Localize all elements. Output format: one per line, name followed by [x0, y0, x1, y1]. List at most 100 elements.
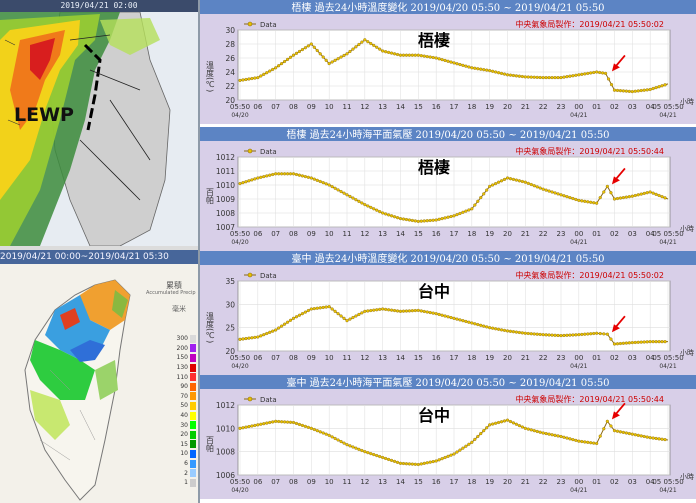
- data-point: [244, 425, 248, 429]
- rainfall-scale-row: 110: [174, 372, 198, 382]
- data-point: [259, 175, 263, 179]
- data-point: [612, 429, 617, 433]
- data-point: [366, 451, 370, 455]
- rainfall-scale-swatch: [190, 478, 196, 487]
- data-point: [363, 309, 367, 313]
- x-tick-label: 18: [467, 103, 476, 111]
- rainfall-scale-row: 1: [174, 478, 198, 488]
- data-point: [485, 325, 489, 329]
- data-point: [360, 201, 364, 205]
- data-point: [609, 82, 614, 87]
- rainfall-scale-swatch: [190, 469, 196, 478]
- data-point: [363, 450, 367, 454]
- data-point: [601, 71, 605, 75]
- x-tick-label: 16: [432, 354, 441, 362]
- data-point: [398, 309, 403, 313]
- x-tick-label: 01: [592, 230, 601, 238]
- x-date-label: 04/21: [659, 363, 676, 370]
- rainfall-map: 2019/04/21 00:00~2019/04/21 05:30 累積 Acc…: [0, 250, 198, 503]
- x-tick-label: 07: [271, 478, 280, 486]
- data-point: [321, 305, 325, 310]
- data-point: [378, 209, 382, 214]
- rainfall-scale-swatch: [190, 344, 196, 353]
- data-point: [651, 86, 655, 91]
- x-tick-label: 12: [360, 478, 369, 486]
- data-point: [318, 430, 322, 434]
- data-point: [505, 176, 510, 180]
- arrow-head: [611, 324, 620, 333]
- x-tick-label: 11: [343, 354, 352, 362]
- data-point: [559, 193, 563, 197]
- data-point: [443, 455, 447, 460]
- data-point: [342, 441, 346, 445]
- data-point: [660, 437, 664, 441]
- x-tick-label: 15: [414, 230, 423, 238]
- data-point: [309, 307, 313, 311]
- data-point: [642, 191, 646, 195]
- data-point: [630, 194, 634, 198]
- data-point: [333, 309, 337, 313]
- chart-header: 臺中 過去24小時海平面氣壓 2019/04/20 05:50 ~ 2019/0…: [286, 376, 609, 389]
- x-axis-label: 小時: [680, 97, 694, 106]
- x-tick-label: 01: [592, 103, 601, 111]
- y-axis-label: 百帕: [206, 436, 215, 453]
- rainfall-scale-value: 90: [180, 383, 188, 391]
- data-point: [422, 54, 426, 58]
- data-point: [384, 50, 388, 54]
- data-point: [333, 436, 337, 441]
- data-point: [336, 312, 340, 316]
- data-point: [312, 427, 316, 432]
- data-point: [621, 89, 626, 93]
- data-point: [277, 419, 281, 424]
- data-point: [425, 54, 429, 59]
- data-point: [336, 438, 340, 442]
- data-point: [274, 419, 278, 423]
- radar-map: [0, 11, 198, 246]
- data-point: [523, 180, 527, 184]
- data-point: [535, 332, 539, 336]
- data-point: [282, 322, 287, 326]
- data-point: [648, 87, 652, 92]
- rainfall-scale-row: 10: [174, 449, 198, 459]
- y-tick-label: 24: [225, 68, 235, 77]
- x-tick-label: 04: [646, 354, 655, 362]
- data-point: [535, 185, 539, 189]
- data-point: [262, 72, 266, 76]
- data-point: [526, 331, 530, 336]
- data-point: [330, 307, 334, 311]
- data-point: [502, 419, 507, 423]
- data-point: [633, 433, 637, 437]
- chart-credit: 中央氣象局製作：2019/04/21 05:50:02: [515, 270, 664, 280]
- data-point: [416, 53, 420, 57]
- rainfall-scale-swatch: [190, 334, 196, 343]
- data-point: [398, 216, 403, 221]
- data-point: [357, 42, 361, 47]
- x-tick-label: 13: [378, 230, 387, 238]
- legend-label: Data: [260, 21, 277, 29]
- data-point: [648, 436, 652, 440]
- data-point: [360, 311, 364, 315]
- data-point: [648, 340, 652, 344]
- data-point: [431, 459, 435, 464]
- data-point: [505, 73, 510, 77]
- data-point: [642, 340, 646, 344]
- data-point: [446, 454, 450, 458]
- x-tick-label: 08: [289, 230, 298, 238]
- data-point: [253, 423, 257, 428]
- data-point: [479, 431, 483, 436]
- data-point: [297, 313, 302, 317]
- data-point: [384, 212, 388, 216]
- data-point: [431, 55, 435, 60]
- data-point: [455, 213, 459, 217]
- data-point: [586, 71, 590, 75]
- data-point: [517, 330, 521, 335]
- rainfall-scale-row: 20: [174, 430, 198, 440]
- data-point: [300, 47, 305, 52]
- data-point: [639, 434, 643, 438]
- data-point: [511, 73, 516, 78]
- data-point: [434, 56, 438, 60]
- data-point: [413, 219, 417, 223]
- data-point: [523, 75, 527, 79]
- data-point: [627, 195, 631, 199]
- chart-header-bar: [200, 251, 696, 265]
